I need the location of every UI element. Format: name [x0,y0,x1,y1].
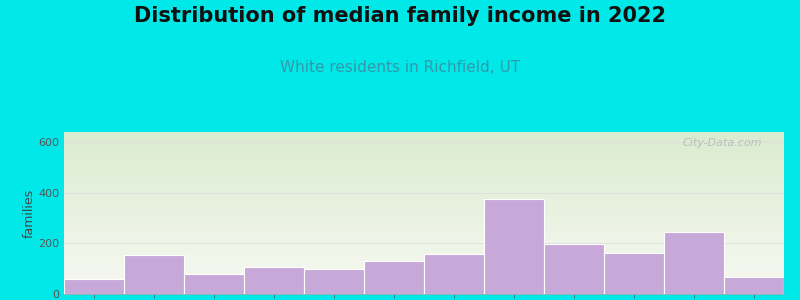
Text: City-Data.com: City-Data.com [683,139,762,148]
Text: Distribution of median family income in 2022: Distribution of median family income in … [134,6,666,26]
Bar [304,269,364,294]
Bar [484,199,544,294]
Y-axis label: families: families [22,188,35,238]
Bar [184,274,244,294]
Bar [664,232,724,294]
Bar [124,255,184,294]
Bar [604,253,664,294]
Bar [64,279,124,294]
Text: White residents in Richfield, UT: White residents in Richfield, UT [280,60,520,75]
Bar [424,254,484,294]
Bar [544,244,604,294]
Bar [724,277,784,294]
Bar [364,261,424,294]
Bar [244,267,304,294]
